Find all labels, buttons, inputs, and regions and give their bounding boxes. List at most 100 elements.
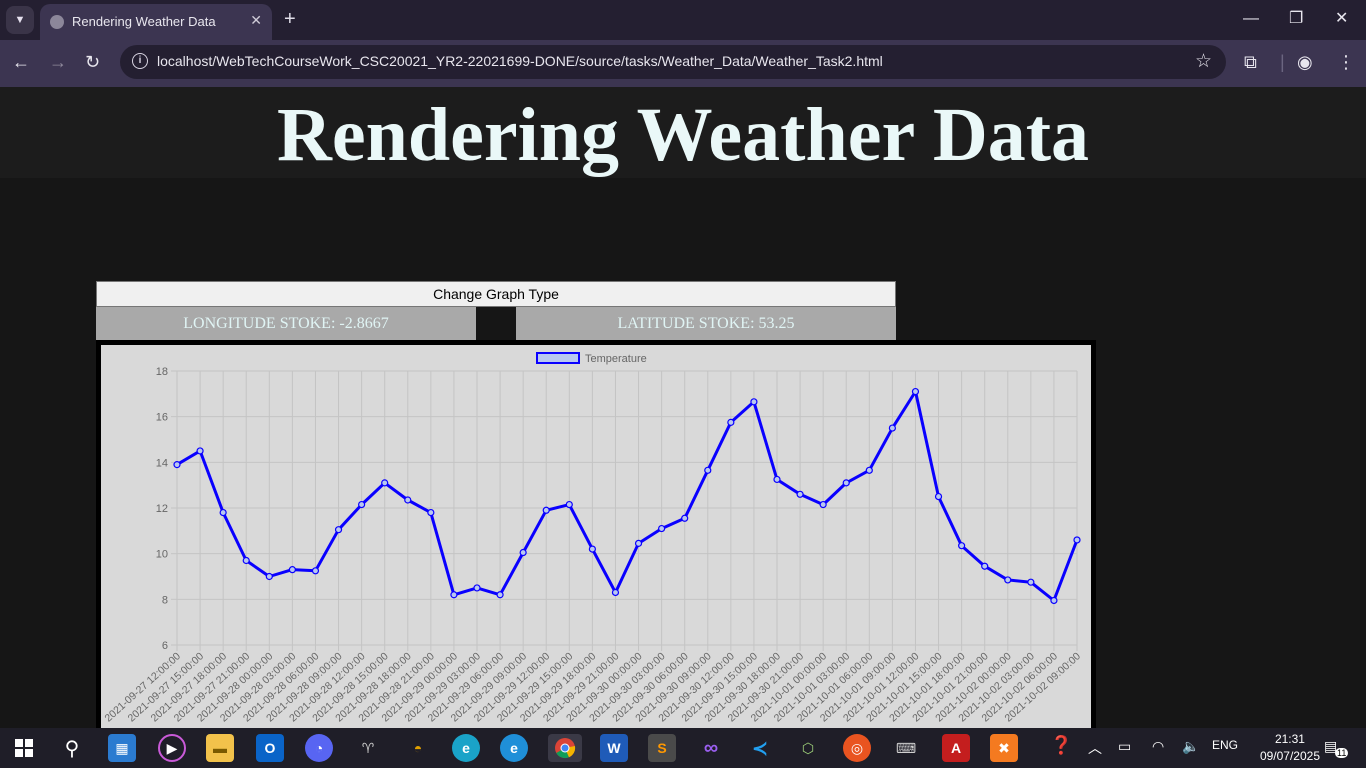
y-tick-label: 8 [162,594,168,606]
data-point [981,562,989,570]
data-point [496,591,504,599]
data-point [842,479,850,487]
y-tick-label: 14 [156,457,168,469]
data-point [404,496,412,504]
data-point [819,500,827,509]
data-point [542,506,550,514]
address-bar[interactable]: i localhost/WebTechCourseWork_CSC20021_Y… [120,45,1226,79]
sublime-text-icon[interactable]: S [648,734,676,762]
wifi-icon[interactable]: ◠ [1152,738,1165,754]
y-tick-label: 6 [162,640,168,652]
change-graph-type-button[interactable]: Change Graph Type [96,281,896,307]
data-point [611,588,620,597]
data-point [934,492,943,501]
help-icon[interactable]: ❓ [1050,735,1073,755]
data-point [727,418,735,426]
forward-icon[interactable]: → [49,52,67,72]
pdf-reader-icon[interactable]: A [942,734,970,762]
show-hidden-icons-icon[interactable]: ︿ [1088,740,1102,756]
volume-icon[interactable]: 🔈 [1182,738,1200,754]
data-point [911,387,920,396]
legend-swatch [536,352,580,364]
profile-icon[interactable]: ◉ [1297,52,1313,72]
terminal-icon[interactable]: ⌨ [895,739,917,756]
close-window-icon[interactable]: ✕ [1335,10,1349,27]
data-point [865,466,873,474]
toolbar-divider: | [1280,52,1285,72]
data-point [219,508,227,517]
data-point [242,556,250,565]
tab-rendering-weather-data[interactable]: Rendering Weather Data ✕ [40,4,272,40]
data-point [473,584,481,592]
header-band: Rendering Weather Data [0,87,1366,178]
app-icon[interactable]: ◓ [413,740,423,756]
file-explorer-icon[interactable]: ▬ [206,734,234,762]
media-player-icon[interactable]: ▶ [158,734,186,762]
menu-icon[interactable]: ⋮ [1337,52,1355,72]
page-content: Rendering Weather Data Change Graph Type… [0,87,1366,740]
url-text[interactable]: localhost/WebTechCourseWork_CSC20021_YR2… [157,53,883,69]
search-icon[interactable]: ⚲ [64,737,80,760]
data-point [1004,576,1012,584]
microphone-icon[interactable]: ♈ [361,739,375,756]
y-tick-label: 12 [156,503,168,515]
restore-icon[interactable]: ❐ [1289,10,1304,27]
data-point [1073,536,1081,544]
visual-studio-icon[interactable]: ∞ [703,736,719,759]
edge-dev-icon[interactable]: e [452,734,480,762]
data-point [658,524,666,533]
word-icon[interactable]: W [600,734,628,762]
language-indicator[interactable]: ENG [1212,738,1239,752]
ubuntu-icon[interactable]: ◎ [843,734,871,762]
xampp-icon[interactable]: ✖ [990,734,1018,762]
y-tick-label: 18 [156,366,168,378]
reload-icon[interactable]: ↻ [85,52,101,72]
outlook-icon[interactable]: O [256,734,284,762]
notification-center-icon[interactable]: ▤ [1324,738,1338,754]
data-point [311,567,320,575]
data-point [634,539,643,547]
y-tick-label: 16 [156,412,168,424]
tab-search-icon[interactable]: ▼ [6,6,34,34]
data-point [565,500,573,509]
vscode-icon[interactable]: ≺ [751,737,769,760]
chart-frame: 6 8 10 12 14 16 18 2021-09-27 12:00:00 2021-09-2… [96,340,1096,740]
data-point [681,514,689,522]
task-view-icon[interactable]: ▦ [108,734,136,762]
clock[interactable]: 21:31 09/07/2025 [1260,731,1320,765]
bookmark-star-icon[interactable]: ☆ [1194,51,1212,72]
discord-icon[interactable]: ◔ [305,734,333,762]
clock-date: 09/07/2025 [1259,749,1320,763]
data-point [588,545,596,553]
chrome-icon[interactable] [548,734,582,762]
data-point [288,566,296,574]
data-point [519,548,527,557]
chart-area: 6 8 10 12 14 16 18 2021-09-27 12:00:00 2021-09-2… [101,345,1091,740]
minimize-icon[interactable]: — [1243,10,1259,27]
virtualbox-icon[interactable]: ⬡ [801,739,815,756]
browser-toolbar: ← → ↻ i localhost/WebTechCourseWork_CSC2… [0,40,1366,87]
battery-icon[interactable]: ▭ [1118,738,1132,754]
data-point [888,424,896,432]
edge-icon[interactable]: e [500,734,528,762]
notification-badge: 11 [1335,748,1349,758]
globe-icon [50,15,64,29]
data-point [1027,578,1035,586]
extensions-icon[interactable]: ⧉ [1244,52,1257,72]
legend-label: Temperature [585,353,647,365]
tab-strip: ▼ Rendering Weather Data ✕ + — ❐ ✕ [0,0,1366,40]
site-info-icon[interactable]: i [132,53,148,69]
data-point [358,500,366,509]
data-point [173,461,181,469]
new-tab-icon[interactable]: + [284,8,296,30]
temperature-series-line [176,390,1079,602]
back-icon[interactable]: ← [12,52,30,72]
page-title: Rendering Weather Data [276,93,1090,177]
windows-start-icon[interactable] [10,734,38,762]
data-point [1050,596,1058,605]
data-point [427,508,435,517]
close-tab-icon[interactable]: ✕ [250,12,262,28]
data-point [450,591,458,599]
data-point [796,490,804,498]
